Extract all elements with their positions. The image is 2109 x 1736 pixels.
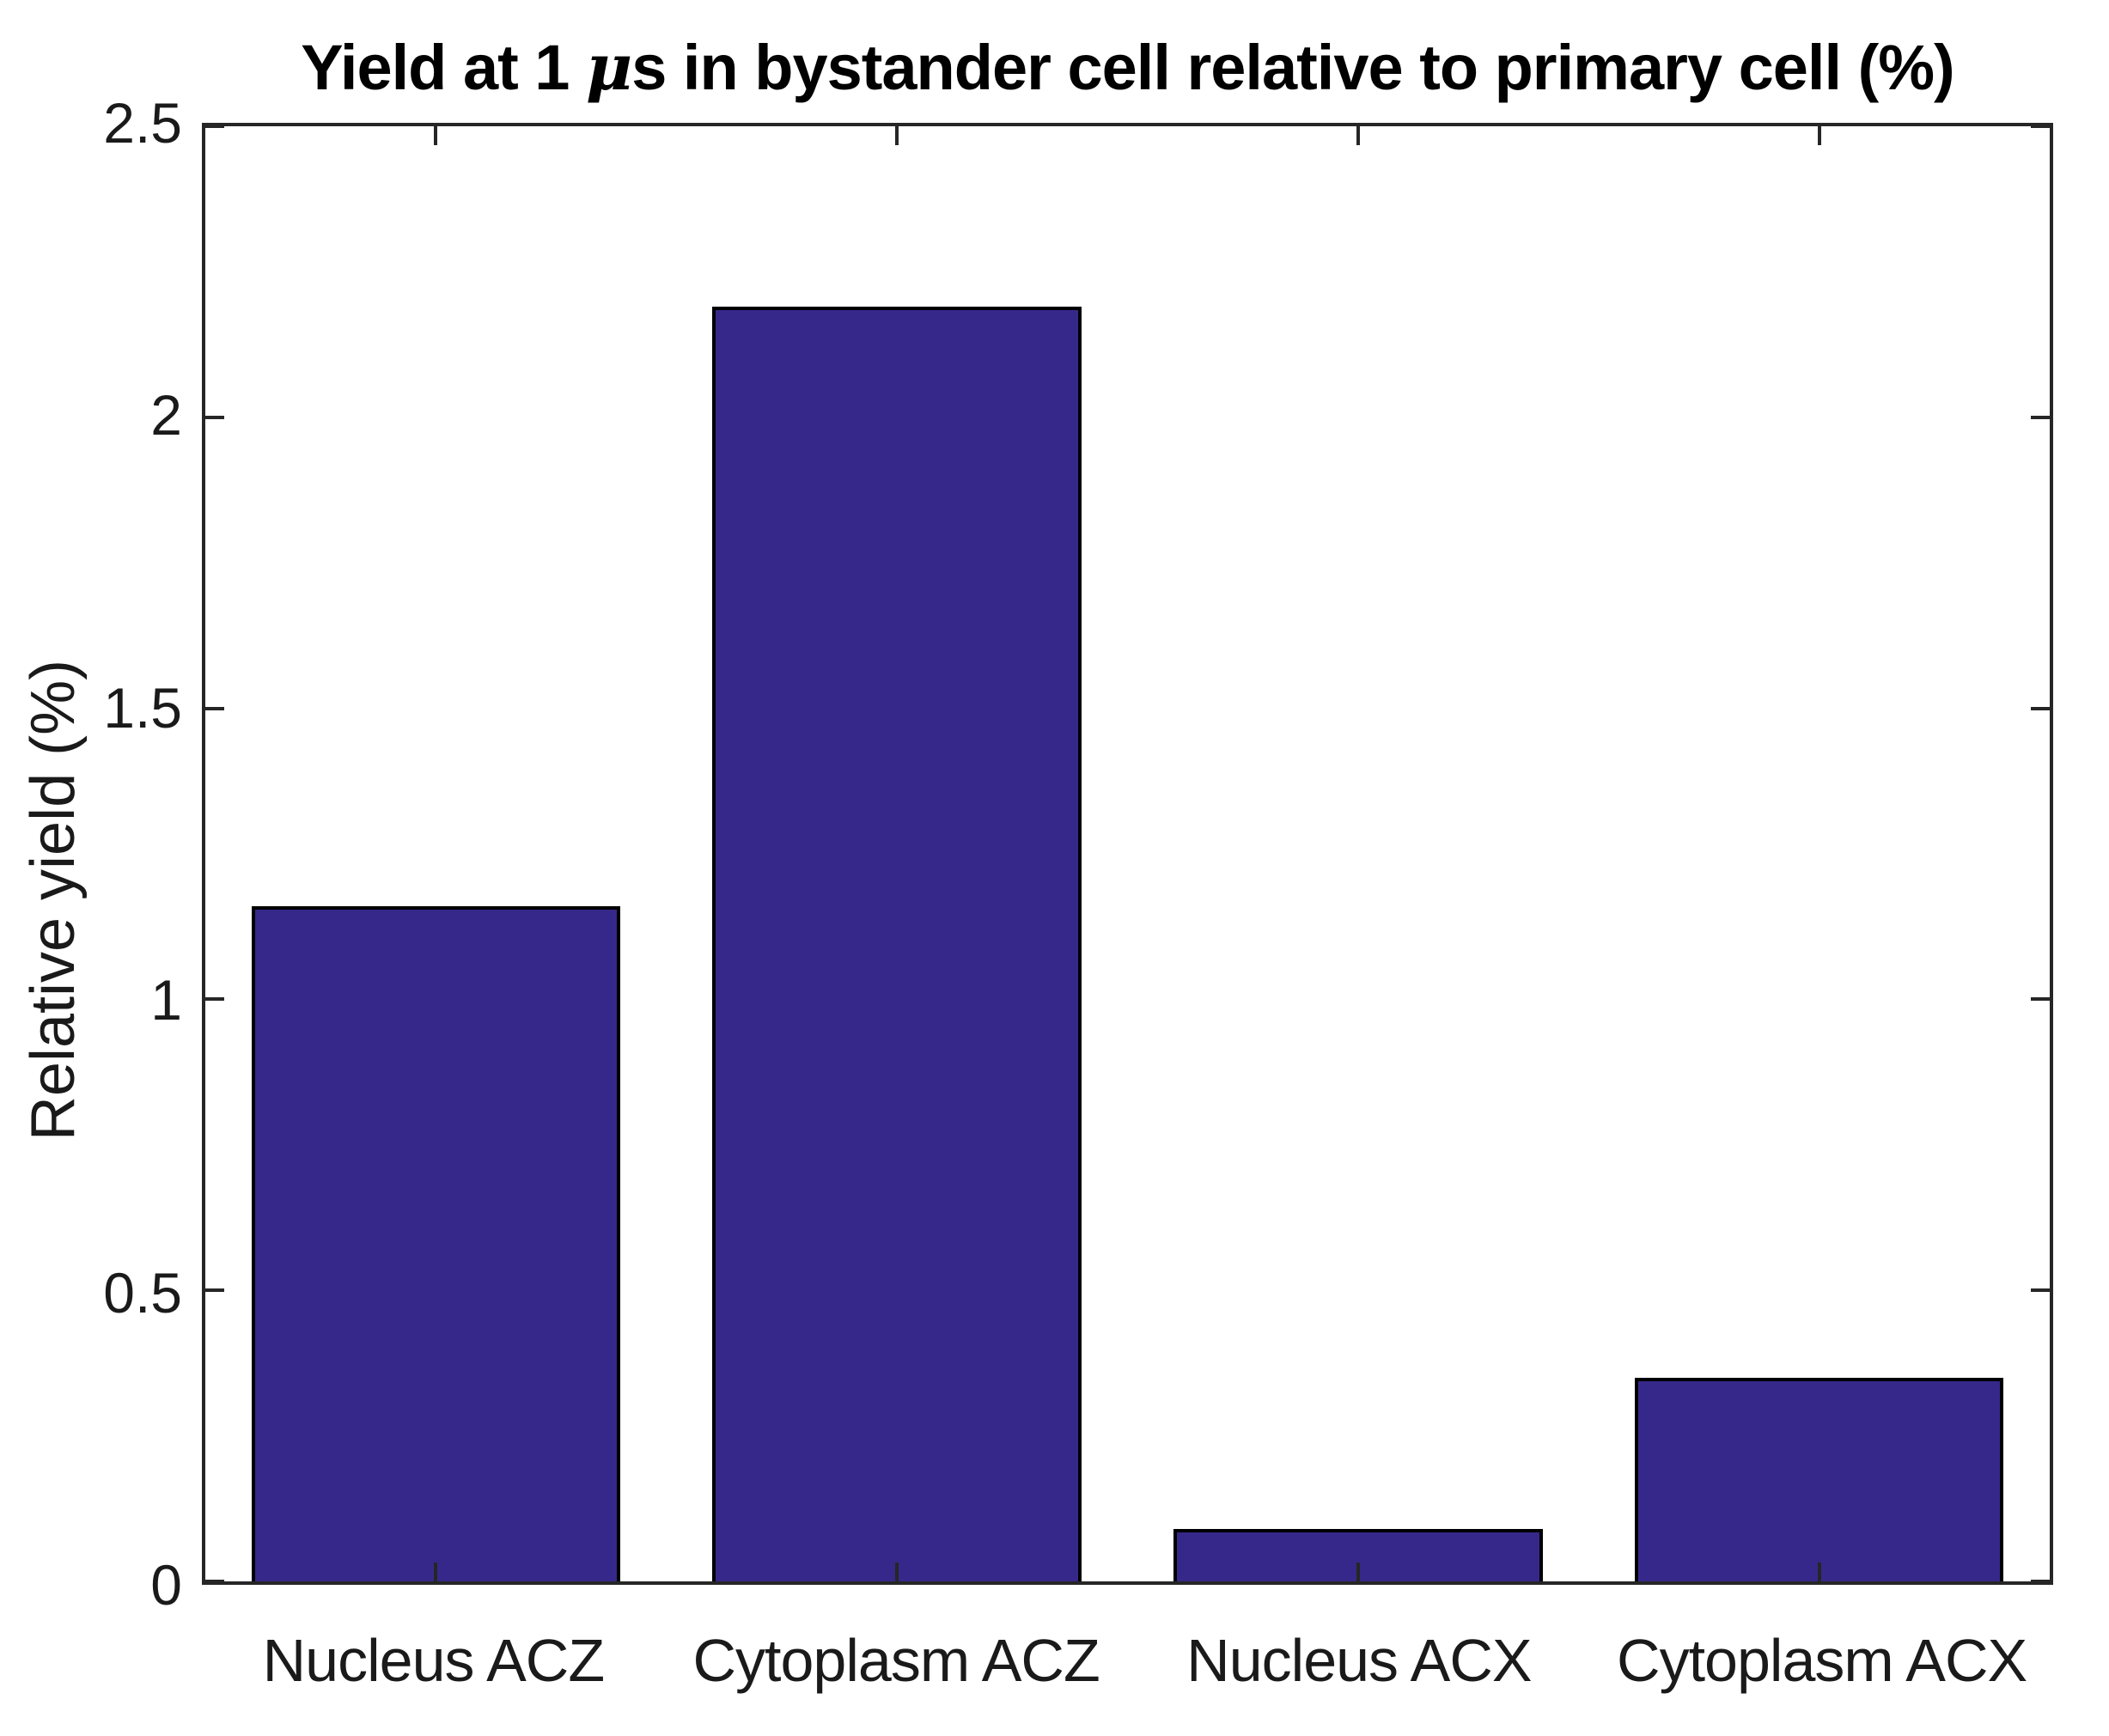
x-tick-labels: Nucleus ACZ Cytoplasm ACZ Nucleus ACX Cytop… bbox=[202, 1626, 2053, 1712]
bar-cytoplasm-acz bbox=[712, 307, 1082, 1581]
x-tick-bottom-nucleus-acx bbox=[1356, 1562, 1360, 1581]
x-tick-label-cytoplasm-acx: Cytoplasm ACX bbox=[1617, 1627, 2027, 1694]
y-tick-left-2 bbox=[205, 415, 224, 419]
bar-cytoplasm-acx bbox=[1634, 1377, 2004, 1581]
y-tick-left-0.5 bbox=[205, 1288, 224, 1293]
y-tick-right-2.5 bbox=[2031, 125, 2050, 128]
y-tick-left-1.5 bbox=[205, 706, 224, 710]
chart-title-suffix: s in bystander cell relative to primary … bbox=[631, 32, 1954, 103]
x-tick-top-cytoplasm-acx bbox=[1817, 126, 1821, 145]
plot-area bbox=[202, 123, 2053, 1585]
y-tick-label-1.5: 1.5 bbox=[103, 675, 182, 740]
bar-nucleus-acz bbox=[251, 905, 621, 1581]
y-tick-label-1: 1 bbox=[150, 968, 182, 1032]
chart-title-mu-symbol: μ bbox=[586, 31, 632, 105]
y-tick-label-0.5: 0.5 bbox=[103, 1260, 182, 1325]
x-tick-label-cytoplasm-acz: Cytoplasm ACZ bbox=[692, 1627, 1100, 1694]
x-tick-label-nucleus-acz: Nucleus ACZ bbox=[262, 1627, 605, 1694]
y-tick-right-1.5 bbox=[2031, 706, 2050, 710]
y-tick-left-0 bbox=[205, 1580, 224, 1583]
y-tick-right-2 bbox=[2031, 415, 2050, 419]
y-tick-label-0: 0 bbox=[150, 1553, 182, 1617]
x-tick-top-nucleus-acz bbox=[434, 126, 438, 145]
y-tick-right-1 bbox=[2031, 997, 2050, 1002]
x-tick-top-cytoplasm-acz bbox=[895, 126, 899, 145]
y-tick-left-1 bbox=[205, 997, 224, 1002]
x-tick-bottom-cytoplasm-acz bbox=[895, 1562, 899, 1581]
y-tick-right-0 bbox=[2031, 1580, 2050, 1583]
x-tick-bottom-cytoplasm-acx bbox=[1817, 1562, 1821, 1581]
y-tick-right-0.5 bbox=[2031, 1288, 2050, 1293]
x-tick-bottom-nucleus-acz bbox=[434, 1562, 438, 1581]
chart-title-prefix: Yield at 1 bbox=[301, 32, 587, 103]
y-tick-label-2: 2 bbox=[150, 383, 182, 448]
chart-title: Yield at 1 μs in bystander cell relative… bbox=[202, 33, 2053, 103]
y-tick-label-2.5: 2.5 bbox=[103, 91, 182, 155]
y-tick-left-2.5 bbox=[205, 125, 224, 128]
x-tick-top-nucleus-acx bbox=[1356, 126, 1360, 145]
y-tick-labels: 0 0.5 1 1.5 2 2.5 bbox=[0, 91, 182, 1617]
x-tick-label-nucleus-acx: Nucleus ACX bbox=[1186, 1627, 1532, 1694]
